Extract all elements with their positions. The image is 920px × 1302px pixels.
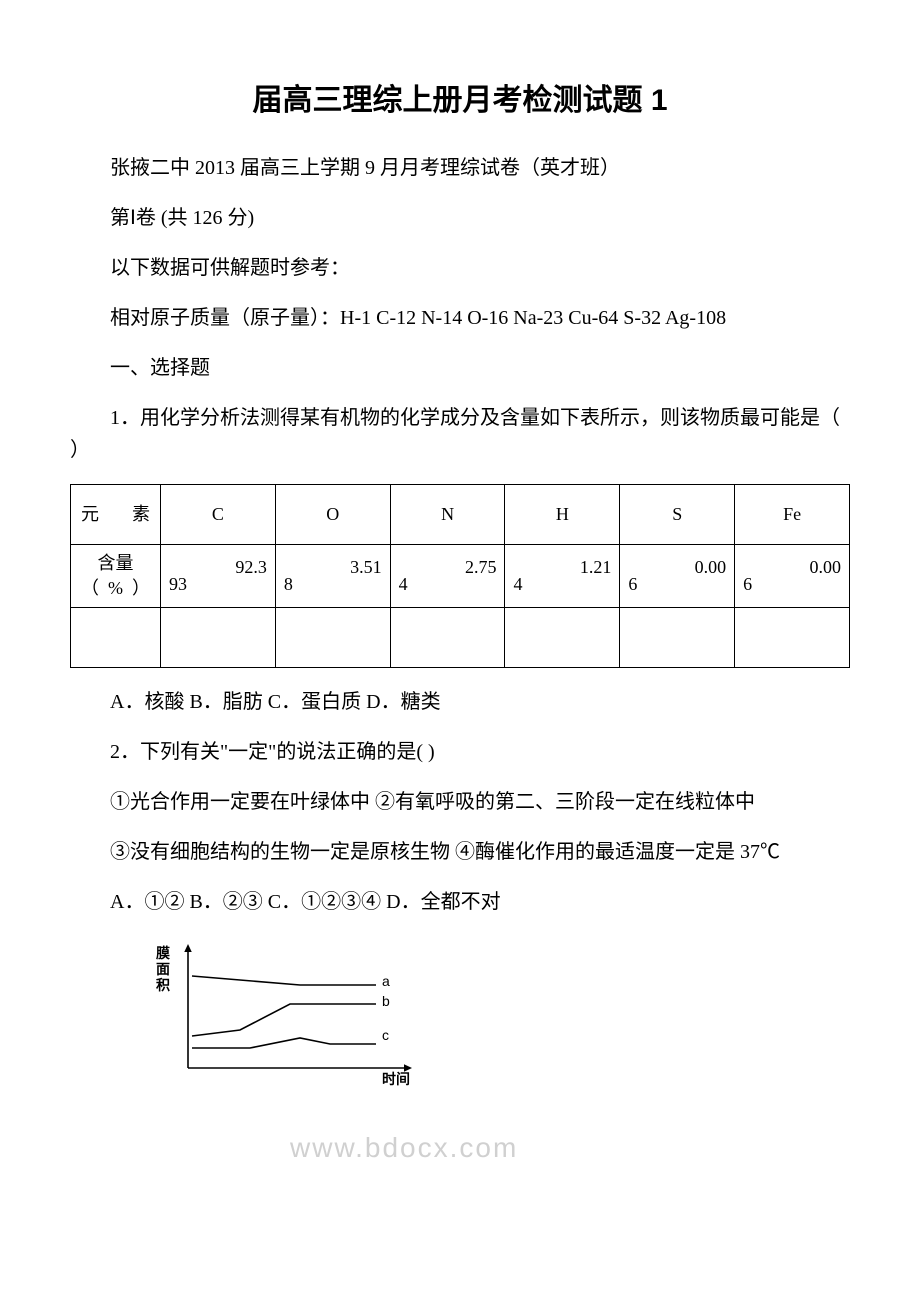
subtitle: 张掖二中 2013 届高三上学期 9 月月考理综试卷（英才班） bbox=[70, 152, 850, 184]
cell-int: 6 bbox=[743, 572, 752, 597]
q1-options: A．核酸 B．脂肪 C．蛋白质 D．糖类 bbox=[70, 686, 850, 718]
q1-text: 1．用化学分析法测得某有机物的化学成分及含量如下表所示，则该物质最可能是（ ） bbox=[70, 402, 850, 466]
col-header: C bbox=[161, 485, 276, 545]
cell-int: 93 bbox=[169, 572, 187, 597]
table-row: 含量（%） 9392.3 83.51 42.75 41.21 60.00 60.… bbox=[71, 545, 850, 608]
svg-text:面: 面 bbox=[156, 962, 170, 978]
col-header: H bbox=[505, 485, 620, 545]
empty-cell bbox=[390, 608, 505, 668]
cell-int: 4 bbox=[399, 572, 408, 597]
col-header: Fe bbox=[735, 485, 850, 545]
reference-line: 以下数据可供解题时参考： bbox=[70, 252, 850, 284]
cell-int: 8 bbox=[284, 572, 293, 597]
col-header: N bbox=[390, 485, 505, 545]
svg-text:b: b bbox=[382, 993, 390, 1009]
cell-frac: 2.75 bbox=[465, 555, 497, 580]
cell-frac: 3.51 bbox=[350, 555, 382, 580]
table-row: 元素 C O N H S Fe bbox=[71, 485, 850, 545]
svg-text:a: a bbox=[382, 973, 390, 989]
empty-cell bbox=[505, 608, 620, 668]
watermark-text: www.bdocx.com bbox=[290, 1128, 518, 1167]
table-cell: 60.00 bbox=[735, 545, 850, 608]
membrane-chart: 膜面积时间 ab c bbox=[150, 936, 850, 1096]
empty-cell bbox=[161, 608, 276, 668]
col-header: O bbox=[275, 485, 390, 545]
svg-text:积: 积 bbox=[156, 977, 170, 994]
col-header: S bbox=[620, 485, 735, 545]
atomic-mass-line: 相对原子质量（原子量）：H-1 C-12 N-14 O-16 Na-23 Cu-… bbox=[70, 302, 850, 334]
empty-cell bbox=[620, 608, 735, 668]
cell-frac: 92.3 bbox=[235, 555, 267, 580]
page-title: 届高三理综上册月考检测试题 1 bbox=[70, 80, 850, 122]
table-cell: 93 92.3 bbox=[161, 545, 276, 608]
cell-frac: 0.00 bbox=[810, 555, 842, 580]
svg-text:膜: 膜 bbox=[156, 945, 170, 962]
q2-line2: ③没有细胞结构的生物一定是原核生物 ④酶催化作用的最适温度一定是 37℃ bbox=[70, 836, 850, 868]
cell-int: 4 bbox=[513, 572, 522, 597]
chart-svg: 膜面积时间 ab c bbox=[150, 936, 430, 1096]
cell-frac: 0.00 bbox=[695, 555, 727, 580]
empty-cell bbox=[275, 608, 390, 668]
empty-cell bbox=[71, 608, 161, 668]
q2-line1: ①光合作用一定要在叶绿体中 ②有氧呼吸的第二、三阶段一定在线粒体中 bbox=[70, 786, 850, 818]
table-cell: 83.51 bbox=[275, 545, 390, 608]
part1-label: 一、选择题 bbox=[70, 352, 850, 384]
empty-cell bbox=[735, 608, 850, 668]
cell-frac: 1.21 bbox=[580, 555, 612, 580]
svg-text:时间: 时间 bbox=[382, 1071, 410, 1088]
section-label: 第Ⅰ卷 (共 126 分) bbox=[70, 202, 850, 234]
table-cell: 42.75 bbox=[390, 545, 505, 608]
table-cell: 60.00 bbox=[620, 545, 735, 608]
row-label-percent: 含量（%） bbox=[71, 545, 161, 608]
table-row bbox=[71, 608, 850, 668]
cell-int: 6 bbox=[628, 572, 637, 597]
svg-text:c: c bbox=[382, 1027, 389, 1043]
table-cell: 41.21 bbox=[505, 545, 620, 608]
q2-options: A．①② B．②③ C．①②③④ D．全都不对 bbox=[70, 886, 850, 918]
row-label-element: 元素 bbox=[71, 485, 161, 545]
q2-text: 2．下列有关"一定"的说法正确的是( ) bbox=[70, 736, 850, 768]
composition-table: 元素 C O N H S Fe 含量（%） 9392.3 83.51 42.75… bbox=[70, 484, 850, 668]
